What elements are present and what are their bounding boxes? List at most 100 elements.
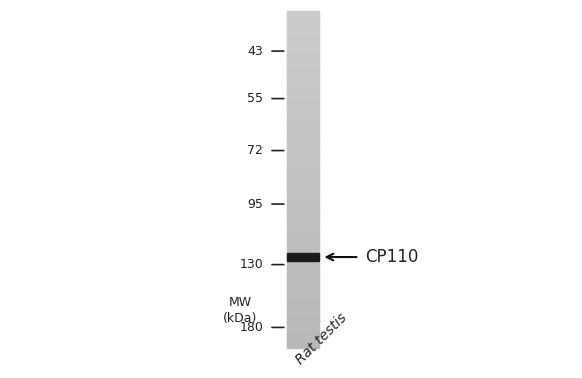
Bar [286, 265, 318, 267]
Bar [286, 119, 318, 121]
Bar [286, 129, 318, 131]
Bar [286, 124, 318, 126]
Bar [286, 235, 318, 237]
Bar [286, 186, 318, 188]
Bar [286, 334, 318, 336]
Bar [286, 270, 318, 272]
Bar [286, 255, 318, 257]
Bar [286, 322, 318, 324]
Bar [286, 273, 318, 276]
Bar [286, 26, 318, 28]
Bar [286, 105, 318, 107]
Bar [286, 203, 318, 205]
Bar [286, 307, 318, 309]
Bar [286, 46, 318, 48]
Bar [286, 346, 318, 348]
Bar [286, 67, 318, 68]
Bar [286, 198, 318, 200]
Text: 43: 43 [247, 45, 263, 57]
Bar [286, 104, 318, 105]
Bar [286, 336, 318, 338]
Bar [286, 262, 318, 264]
Bar [286, 63, 318, 65]
Bar [286, 135, 318, 138]
Bar [286, 238, 318, 240]
Bar [286, 263, 318, 265]
Bar [286, 302, 318, 304]
Bar [286, 321, 318, 322]
Text: 55: 55 [247, 92, 263, 105]
Bar [286, 149, 318, 151]
Bar [286, 317, 318, 319]
Bar [286, 144, 318, 146]
Bar [286, 285, 318, 287]
Bar [286, 171, 318, 173]
Bar [286, 92, 318, 94]
Bar [286, 127, 318, 129]
Text: MW
(kDa): MW (kDa) [223, 296, 257, 325]
Bar [286, 233, 318, 235]
Bar [286, 34, 318, 37]
Bar [286, 211, 318, 213]
Bar [286, 253, 318, 261]
Bar [286, 342, 318, 344]
Bar [286, 18, 318, 20]
Bar [286, 93, 318, 96]
Bar [286, 310, 318, 313]
Bar [286, 337, 318, 339]
Bar [286, 87, 318, 89]
Bar [286, 199, 318, 201]
Text: 180: 180 [239, 321, 263, 334]
Bar [286, 330, 318, 333]
Bar [286, 75, 318, 77]
Bar [286, 97, 318, 99]
Bar [286, 196, 318, 198]
Bar [286, 53, 318, 55]
Bar [286, 248, 318, 250]
Bar [286, 223, 318, 225]
Bar [286, 324, 318, 326]
Bar [286, 258, 318, 260]
Bar [286, 201, 318, 203]
Bar [286, 184, 318, 186]
Bar [286, 125, 318, 127]
Bar [286, 146, 318, 147]
Bar [286, 68, 318, 70]
Bar [286, 12, 318, 15]
Text: 130: 130 [240, 258, 263, 271]
Bar [286, 110, 318, 112]
Bar [286, 16, 318, 18]
Bar [286, 213, 318, 215]
Bar [286, 55, 318, 57]
Bar [286, 251, 318, 254]
Bar [286, 152, 318, 154]
Bar [286, 305, 318, 307]
Bar [286, 150, 318, 153]
Bar [286, 85, 318, 87]
Bar [286, 231, 318, 233]
Bar [286, 290, 318, 292]
Bar [286, 36, 318, 38]
Bar [286, 282, 318, 284]
Bar [286, 157, 318, 160]
Bar [286, 284, 318, 285]
Bar [286, 228, 318, 230]
Bar [286, 218, 318, 220]
Bar [286, 78, 318, 80]
Bar [286, 325, 318, 328]
Bar [286, 339, 318, 341]
Bar [286, 266, 318, 269]
Bar [286, 166, 318, 168]
Bar [286, 246, 318, 248]
Bar [286, 341, 318, 343]
Bar [286, 28, 318, 30]
Bar [286, 312, 318, 314]
Bar [286, 279, 318, 280]
Bar [286, 315, 318, 318]
Bar [286, 108, 318, 111]
Bar [286, 33, 318, 35]
Bar [286, 216, 318, 218]
Bar [286, 236, 318, 239]
Bar [286, 287, 318, 289]
Bar [286, 314, 318, 316]
